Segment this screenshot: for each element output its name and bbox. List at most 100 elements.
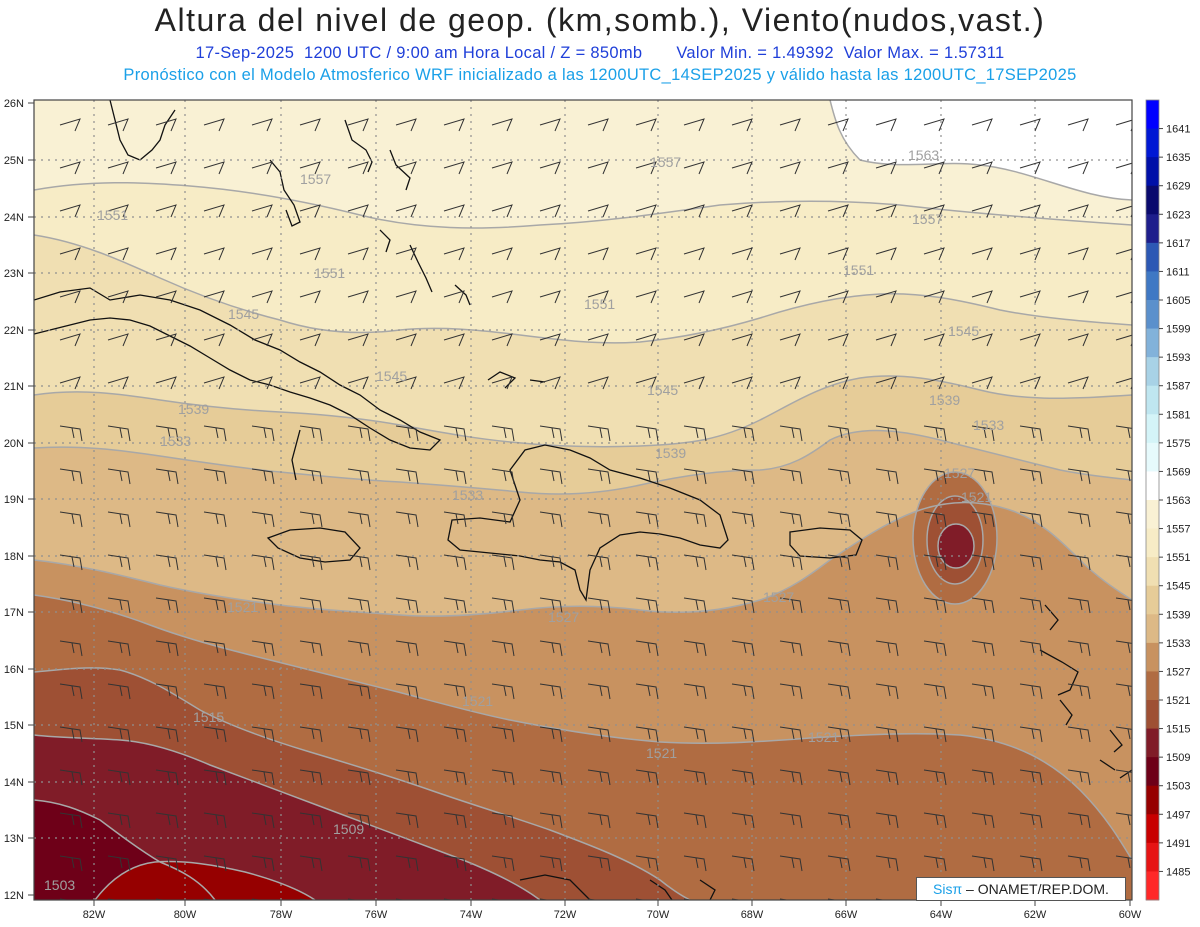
lat-label: 14N (4, 777, 24, 789)
wind-barb (539, 204, 561, 218)
contour-label: 1545 (228, 306, 259, 322)
contour-label: 1539 (929, 392, 960, 408)
wind-barb (827, 425, 851, 442)
wind-barb (683, 425, 707, 442)
wind-barb (971, 898, 983, 900)
wind-barb (443, 290, 465, 304)
colorbar-label: 1485 (1166, 866, 1190, 878)
wind-barb (875, 468, 899, 485)
wind-barb (779, 118, 801, 132)
wind-barb (155, 118, 177, 132)
wind-barb (971, 118, 993, 132)
wind-barb (107, 425, 131, 442)
wind-barb (299, 554, 323, 571)
colorbar-label: 1545 (1166, 581, 1190, 593)
wind-barb (155, 597, 179, 614)
graticule (34, 100, 1132, 900)
wind-barb (683, 898, 695, 900)
wind-barb (203, 425, 227, 442)
wind-barb (539, 769, 563, 786)
colorbar-swatch (1146, 557, 1159, 587)
colorbar-swatch (1146, 500, 1159, 530)
wind-barb (1019, 290, 1041, 304)
colorbar-label: 1539 (1166, 609, 1190, 621)
wind-barb (1115, 683, 1132, 697)
wind-barb (587, 769, 611, 786)
colorbar-label: 1551 (1166, 552, 1190, 564)
longitude-axis: 82W 80W 78W 76W 74W 72W 70W 68W 66W 64W … (83, 909, 1142, 921)
wind-barb (683, 333, 705, 347)
wind-barb (827, 468, 851, 485)
min-value: Valor Min. = 1.49392 (676, 44, 834, 62)
wind-barb (731, 597, 755, 614)
wind-barb (347, 855, 371, 872)
wind-barb (251, 204, 273, 218)
colorbar-swatch (1146, 185, 1159, 215)
wind-barb (395, 333, 417, 347)
wind-barb (299, 769, 323, 786)
lat-ticks (28, 102, 1131, 906)
contour-label: 1545 (948, 323, 979, 339)
forecast-time-level: 1200 UTC / 9:00 am Hora Local / Z = 850m… (304, 44, 643, 62)
wind-barb (635, 812, 659, 829)
wind-barb (1019, 425, 1043, 442)
wind-barb (491, 376, 513, 390)
wind-barb (107, 597, 131, 614)
wind-barb (635, 333, 657, 347)
wind-barb (443, 376, 465, 390)
wind-barb (395, 118, 417, 132)
colorbar-swatch (1146, 785, 1159, 815)
wind-barb (587, 554, 611, 571)
wind-barb (779, 554, 803, 571)
wind-barb (443, 333, 465, 347)
wind-barb (155, 333, 177, 347)
wind-barb (923, 425, 947, 442)
wind-barb (155, 769, 179, 786)
wind-barb (347, 333, 369, 347)
colorbar-label: 1581 (1166, 409, 1190, 421)
wind-barb (539, 425, 563, 442)
wind-barb (203, 290, 225, 304)
wind-barb (203, 118, 225, 132)
wind-barb (971, 855, 995, 872)
wind-barb (971, 683, 995, 700)
colorbar-swatch (1146, 757, 1159, 787)
wind-barb (1115, 554, 1132, 568)
wind-barb (203, 898, 215, 900)
wind-barb (59, 726, 83, 743)
wind-barb (1067, 333, 1089, 347)
wind-barb (59, 333, 81, 347)
wind-barb (155, 812, 179, 829)
wind-barb (1115, 597, 1132, 611)
wind-barb (875, 290, 897, 304)
wind-barb (875, 769, 899, 786)
wind-barb (1067, 554, 1091, 571)
contour-label: 1533 (973, 417, 1004, 433)
wind-barb (299, 161, 321, 175)
lat-label: 18N (4, 551, 24, 563)
wind-barb (299, 812, 323, 829)
wind-barb (587, 640, 611, 657)
contour-label: 1545 (647, 382, 678, 398)
wind-barb (491, 333, 513, 347)
wind-barb (347, 511, 371, 528)
wind-barb (731, 161, 753, 175)
wind-barb (107, 161, 129, 175)
wind-barb (587, 898, 599, 900)
contour-label: 1521 (808, 729, 839, 745)
wind-barb (587, 726, 611, 743)
wind-barb (155, 640, 179, 657)
wind-barb (395, 161, 417, 175)
wind-barb (875, 898, 887, 900)
wind-barb (779, 333, 801, 347)
wind-barb (107, 290, 129, 304)
wind-barb (635, 468, 659, 485)
wind-barb (827, 640, 851, 657)
contour-label: 1545 (376, 368, 407, 384)
colorbar-swatch (1146, 728, 1159, 758)
wind-barb (155, 511, 179, 528)
colorbar-label: 1617 (1166, 238, 1190, 250)
colorbar-swatch (1146, 671, 1159, 701)
wind-barbs (59, 118, 1132, 900)
wind-barb (203, 769, 227, 786)
